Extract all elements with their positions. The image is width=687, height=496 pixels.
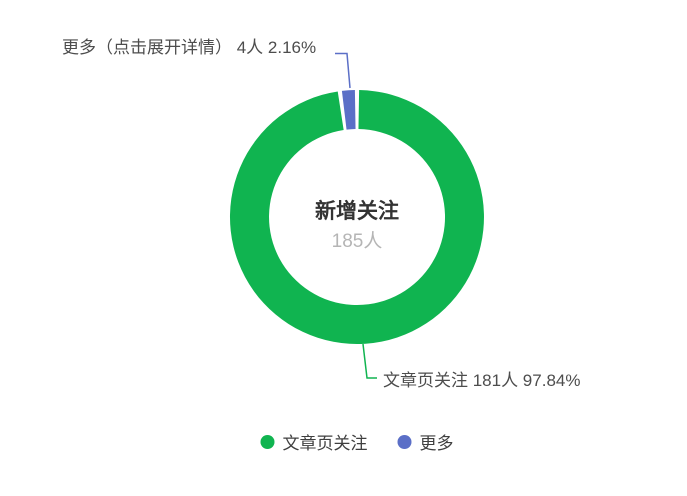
callout-label-more[interactable]: 更多（点击展开详情） 4人 2.16%	[62, 38, 317, 57]
legend-label: 文章页关注	[282, 434, 368, 453]
legend-item-article-follow[interactable]: 文章页关注	[260, 429, 368, 454]
donut-center-title: 新增关注	[315, 200, 399, 223]
legend-item-more[interactable]: 更多	[397, 429, 454, 454]
chart-legend: 文章页关注 更多	[260, 429, 454, 454]
pie-slice-1[interactable]	[341, 90, 356, 130]
legend-dot-blue-icon	[397, 434, 412, 449]
donut-center-value: 185人	[331, 231, 383, 252]
pie-slice-0[interactable]	[229, 90, 484, 345]
label-line-article-follow	[362, 343, 377, 379]
label-line-more	[335, 52, 351, 89]
legend-dot-green-icon	[260, 434, 275, 449]
legend-label: 更多	[419, 434, 454, 453]
callout-label-article-follow: 文章页关注 181人 97.84%	[383, 371, 581, 390]
